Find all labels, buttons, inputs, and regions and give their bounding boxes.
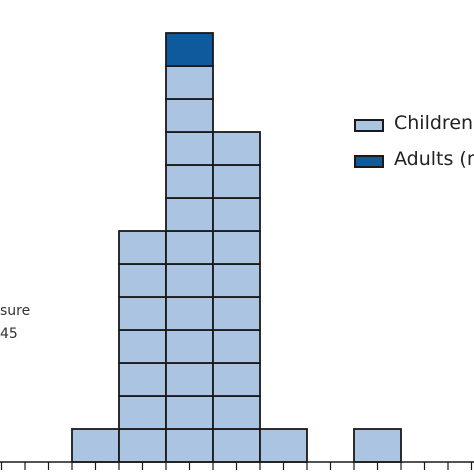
side-note-line-2: 45 (0, 326, 18, 342)
bar-cell-children (118, 263, 167, 298)
bar-cell-children (165, 296, 214, 331)
bar-cell-children (165, 395, 214, 430)
bar-cell-children (165, 131, 214, 166)
bar-cell-children (165, 230, 214, 265)
bar-cell-children (165, 164, 214, 199)
bar-cell-children (212, 197, 261, 232)
bar-cell-children (118, 329, 167, 364)
bar-stacks (71, 32, 402, 463)
legend-swatch-adults (354, 155, 384, 168)
bar-cell-children (259, 428, 308, 463)
bar-cell-children (212, 362, 261, 397)
bar-cell-adults (165, 32, 214, 67)
bar-cell-children (212, 230, 261, 265)
side-note-line-1: sure (0, 303, 31, 319)
bar-cell-children (118, 230, 167, 265)
legend-swatch-children (354, 119, 384, 132)
bar-cell-children (212, 164, 261, 199)
bar-cell-children (212, 263, 261, 298)
bar-cell-children (165, 263, 214, 298)
bar-cell-children (212, 395, 261, 430)
bar-cell-children (165, 65, 214, 100)
bar-cell-children (165, 98, 214, 133)
bar-cell-children (118, 428, 167, 463)
x-axis (0, 461, 474, 470)
legend-label-adults: Adults (n (394, 148, 474, 170)
bar-cell-children (118, 395, 167, 430)
bar-cell-children (353, 428, 402, 463)
bar-cell-children (118, 296, 167, 331)
bar-cell-children (165, 362, 214, 397)
bar-cell-children (212, 131, 261, 166)
bar-cell-children (165, 329, 214, 364)
bar-cell-children (165, 197, 214, 232)
bar-cell-children (165, 428, 214, 463)
bar-cell-children (212, 428, 261, 463)
bar-cell-children (118, 362, 167, 397)
legend-label-children: Children (394, 112, 474, 134)
bar-cell-children (71, 428, 120, 463)
bar-cell-children (212, 329, 261, 364)
bar-cell-children (212, 296, 261, 331)
